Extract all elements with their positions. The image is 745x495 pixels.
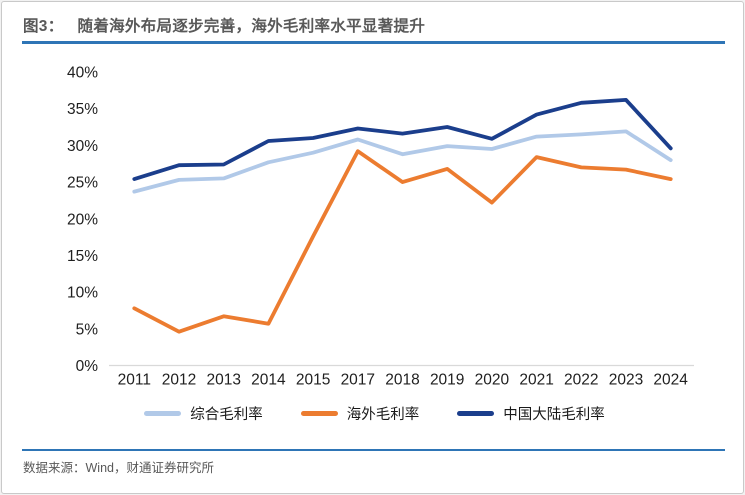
chart-legend: 综合毛利率 海外毛利率 中国大陆毛利率	[2, 403, 743, 424]
x-tick-label: 2012	[162, 372, 196, 389]
x-tick-label: 2014	[251, 372, 286, 389]
x-tick-label: 2021	[519, 372, 553, 389]
figure-label: 图3：	[23, 18, 64, 35]
footer-divider-rule	[22, 449, 725, 451]
x-tick-label: 2020	[475, 372, 510, 389]
y-tick-label: 5%	[76, 321, 99, 338]
legend-label-overseas: 海外毛利率	[346, 407, 420, 423]
y-tick-label: 10%	[67, 285, 98, 302]
y-tick-label: 25%	[67, 175, 98, 192]
title-divider-rule	[22, 41, 725, 44]
figure-title-text: 随着海外布局逐步完善，海外毛利率水平显著提升	[77, 18, 426, 35]
legend-label-composite: 综合毛利率	[190, 407, 263, 423]
x-tick-label: 2023	[609, 372, 643, 389]
series-line-1	[132, 149, 673, 334]
y-tick-label: 40%	[67, 65, 98, 82]
series-line-0	[132, 129, 673, 194]
x-tick-label: 2024	[653, 372, 688, 389]
y-tick-label: 20%	[67, 211, 98, 228]
x-tick-label: 2013	[206, 372, 240, 389]
series-line-2	[132, 98, 673, 182]
x-tick-label: 2022	[564, 372, 598, 389]
y-tick-label: 0%	[76, 358, 99, 375]
x-tick-label: 2015	[296, 372, 330, 389]
legend-item-mainland: 中国大陆毛利率	[457, 403, 605, 424]
y-tick-label: 30%	[67, 138, 98, 155]
x-tick-label: 2011	[118, 372, 151, 389]
legend-swatch-mainland	[457, 411, 495, 416]
y-tick-label: 15%	[67, 248, 98, 265]
legend-swatch-overseas	[300, 411, 338, 416]
data-source-note: 数据来源：Wind，财通证券研究所	[23, 461, 214, 475]
x-tick-label: 2018	[385, 372, 419, 389]
legend-swatch-composite	[144, 411, 182, 416]
x-tick-label: 2017	[341, 372, 375, 389]
legend-item-composite: 综合毛利率	[144, 403, 263, 424]
legend-item-overseas: 海外毛利率	[300, 403, 420, 424]
margin-trend-line-chart: 0% 5% 10% 15% 20% 25% 30% 35% 40% 2011 2012 2013 201…	[67, 65, 694, 389]
y-tick-label: 35%	[67, 101, 98, 118]
x-tick-label: 2019	[430, 372, 464, 389]
legend-label-mainland: 中国大陆毛利率	[503, 407, 605, 423]
figure-title: 图3： 随着海外布局逐步完善，海外毛利率水平显著提升	[23, 14, 723, 36]
